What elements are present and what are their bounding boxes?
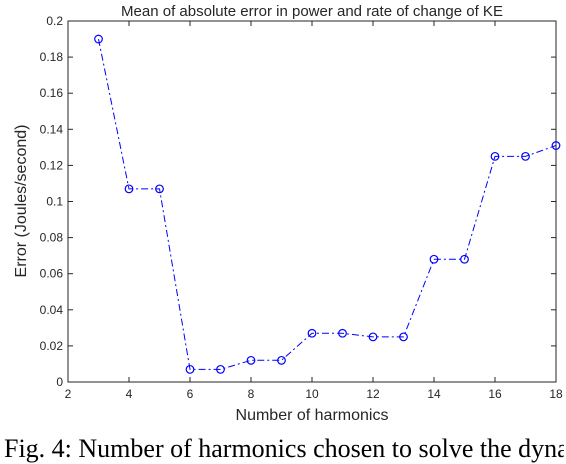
- x-tick-label-2: 6: [187, 387, 194, 401]
- x-axis-label: Number of harmonics: [236, 407, 389, 424]
- data-point-7: [216, 364, 225, 374]
- data-point-3: [94, 34, 103, 44]
- y-tick-label-2: 0.04: [40, 303, 64, 317]
- data-point-15: [460, 254, 469, 264]
- data-point-16: [490, 151, 500, 161]
- data-point-14: [429, 254, 439, 264]
- series-line-0: [98, 39, 557, 370]
- y-tick-label-1: 0.02: [40, 339, 64, 353]
- data-point-10: [307, 328, 317, 338]
- y-tick-label-3: 0.06: [40, 267, 64, 281]
- y-tick-label-5: 0.1: [46, 195, 63, 209]
- data-point-4: [124, 184, 134, 194]
- y-tick-label-9: 0.18: [40, 50, 64, 64]
- y-tick-label-4: 0.08: [40, 231, 64, 245]
- data-point-13: [399, 332, 408, 342]
- data-point-9: [277, 355, 286, 365]
- y-tick-label-7: 0.14: [40, 122, 64, 136]
- data-point-17: [521, 151, 530, 161]
- x-tick-label-3: 8: [248, 387, 255, 401]
- y-axis-label: Error (Joules/second): [13, 125, 30, 278]
- chart-figure: 2 4 6 8 10 12 14 16 18 0 0.02 0.04 0.06 0.08 0.1 0.12 0.…: [4, 3, 564, 463]
- y-tick-label-8: 0.16: [40, 86, 64, 100]
- data-point-18: [551, 141, 561, 150]
- chart-svg: 2 4 6 8 10 12 14 16 18 0 0.02 0.04 0.06 0.08 0.1 0.12 0.…: [13, 3, 563, 424]
- x-tick-label-5: 12: [366, 387, 380, 401]
- plot-area: [67, 20, 557, 383]
- data-point-6: [185, 364, 195, 374]
- data-point-8: [246, 355, 256, 365]
- x-tick-label-1: 4: [126, 387, 133, 401]
- y-tick-label-10: 0.2: [46, 14, 63, 28]
- y-tick-label-6: 0.12: [40, 158, 64, 172]
- data-point-5: [155, 184, 164, 194]
- x-tick-label-6: 14: [427, 387, 441, 401]
- x-tick-label-7: 16: [488, 387, 502, 401]
- y-tick-label-0: 0: [56, 375, 63, 389]
- x-tick-label-8: 18: [549, 387, 563, 401]
- x-tick-label-0: 2: [65, 387, 72, 401]
- x-tick-label-4: 10: [305, 387, 319, 401]
- chart-title: Mean of absolute error in power and rate…: [121, 3, 503, 20]
- data-point-11: [338, 328, 347, 338]
- figure-caption: Fig. 4: Number of harmonics chosen to so…: [4, 434, 564, 463]
- data-point-12: [368, 332, 378, 342]
